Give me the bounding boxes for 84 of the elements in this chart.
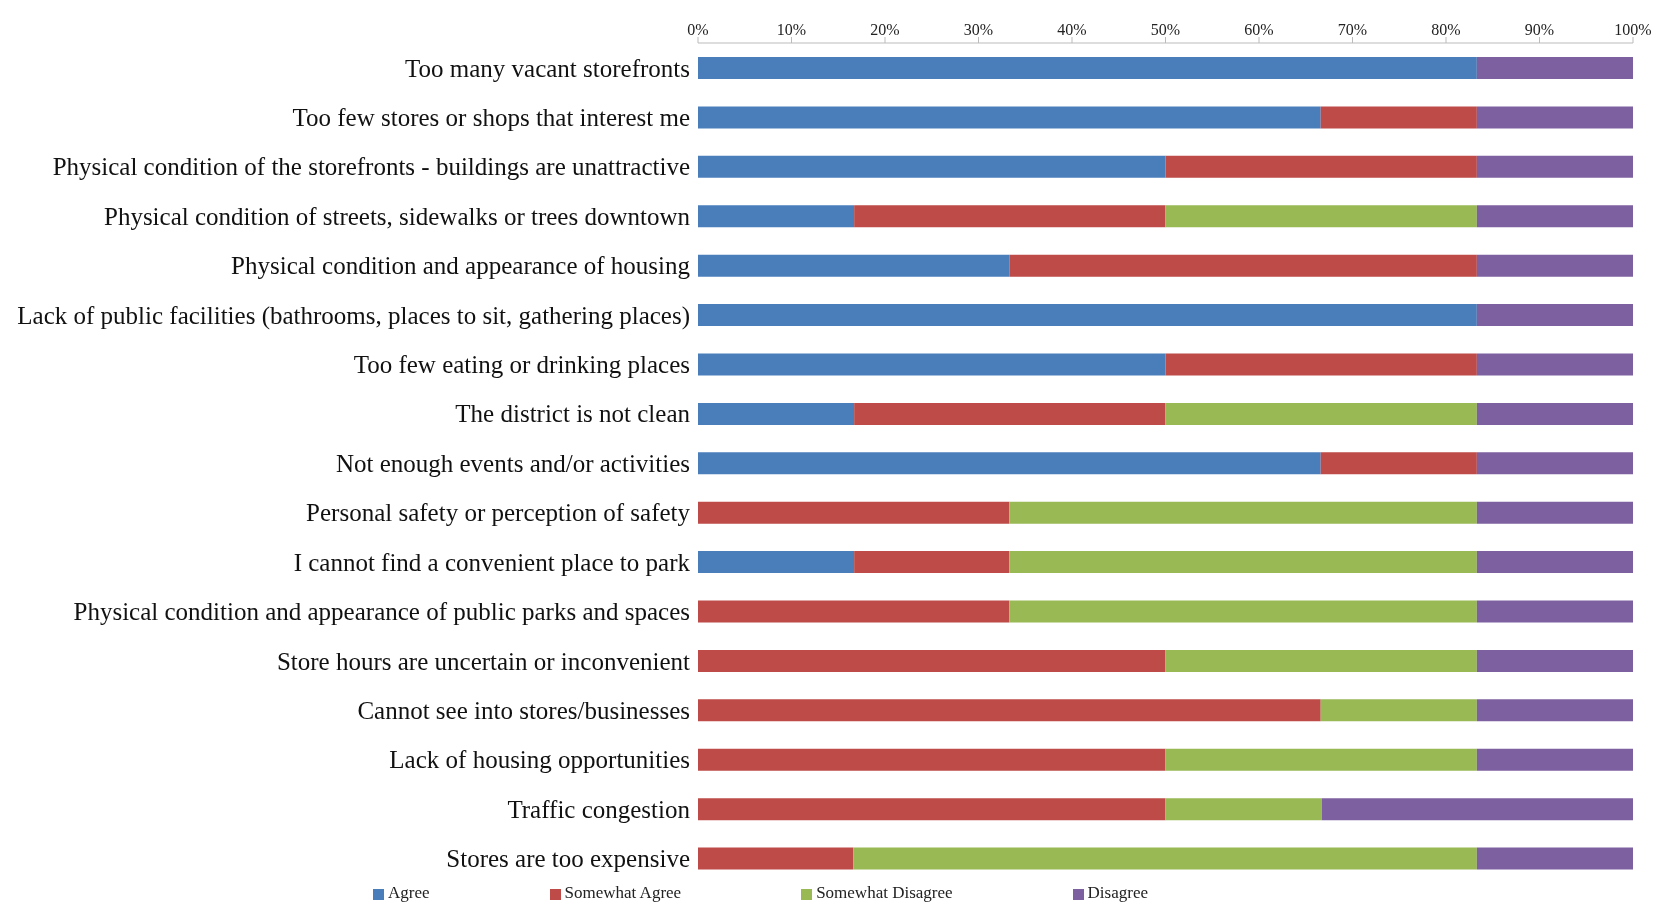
y-tick-label: Stores are too expensive bbox=[446, 845, 690, 873]
bar bbox=[853, 847, 1477, 870]
legend-label: Somewhat Disagree bbox=[816, 883, 953, 902]
bar bbox=[698, 748, 1166, 771]
y-tick-label: Not enough events and/or activities bbox=[335, 449, 690, 477]
y-tick-label: Store hours are uncertain or inconvenient bbox=[276, 647, 691, 675]
bar bbox=[698, 452, 1321, 475]
bar bbox=[698, 254, 1010, 277]
x-tick-label: 80% bbox=[1431, 21, 1461, 38]
bar bbox=[1476, 106, 1633, 129]
bar bbox=[1476, 600, 1633, 623]
bar bbox=[1476, 748, 1633, 771]
bar bbox=[1476, 155, 1633, 178]
bar bbox=[1165, 748, 1477, 771]
bar bbox=[698, 304, 1477, 327]
x-tick-label: 100% bbox=[1614, 21, 1652, 38]
y-tick-label: Too few eating or drinking places bbox=[353, 351, 690, 379]
x-tick-label: 30% bbox=[963, 21, 994, 38]
bar bbox=[698, 699, 1321, 722]
bar bbox=[1165, 155, 1477, 178]
bar bbox=[698, 649, 1166, 672]
x-tick-label: 10% bbox=[776, 21, 807, 38]
bar bbox=[1476, 402, 1633, 425]
bar bbox=[1476, 649, 1633, 672]
bar bbox=[698, 551, 855, 574]
bar bbox=[1321, 798, 1633, 821]
bar bbox=[698, 155, 1166, 178]
y-tick-label: Too few stores or shops that interest me bbox=[292, 103, 690, 131]
x-tick-label: 60% bbox=[1244, 21, 1274, 38]
bar bbox=[1320, 699, 1477, 722]
bar bbox=[1320, 106, 1477, 129]
bar bbox=[1476, 699, 1633, 722]
bar bbox=[854, 402, 1166, 425]
bar bbox=[1009, 600, 1477, 623]
y-tick-label: Physical condition and appearance of housing bbox=[231, 252, 691, 280]
bar bbox=[1165, 649, 1477, 672]
bar bbox=[1165, 402, 1477, 425]
bar bbox=[1320, 452, 1477, 475]
y-tick-label: Cannot see into stores/businesses bbox=[357, 696, 690, 724]
y-tick-label: Lack of housing opportunities bbox=[389, 746, 690, 774]
y-tick-label: Personal safety or perception of safety bbox=[306, 499, 691, 527]
bar bbox=[698, 57, 1477, 79]
bar bbox=[1009, 551, 1477, 574]
bar bbox=[854, 551, 1010, 574]
y-tick-label: Traffic congestion bbox=[507, 795, 691, 823]
y-tick-label: The district is not clean bbox=[455, 400, 691, 428]
y-tick-label: Physical condition of the storefronts - buildings are unattractive bbox=[52, 153, 690, 181]
bar bbox=[1476, 551, 1633, 574]
y-tick-label: Physical condition of streets, sidewalks or trees downtown bbox=[103, 202, 691, 230]
bar bbox=[698, 205, 855, 228]
bar bbox=[698, 600, 1010, 623]
legend-label: Agree bbox=[388, 883, 430, 902]
bar bbox=[1476, 254, 1633, 277]
bar bbox=[1476, 847, 1633, 870]
bar bbox=[1476, 501, 1633, 524]
y-tick-label: Too many vacant storefronts bbox=[405, 54, 690, 82]
x-tick-label: 40% bbox=[1057, 21, 1087, 38]
legend-label: Somewhat Agree bbox=[564, 883, 682, 902]
x-tick-label: 0% bbox=[687, 21, 709, 38]
bar bbox=[1476, 57, 1633, 79]
bar bbox=[1009, 254, 1477, 277]
bar bbox=[698, 353, 1166, 376]
bar bbox=[1476, 452, 1633, 475]
bar bbox=[1165, 205, 1477, 228]
x-tick-label: 90% bbox=[1524, 21, 1555, 38]
bar bbox=[1165, 798, 1322, 821]
bar bbox=[698, 106, 1321, 129]
y-tick-label: Lack of public facilities (bathrooms, places to sit, gathering places) bbox=[17, 301, 690, 330]
bar bbox=[1476, 353, 1633, 376]
bar bbox=[698, 402, 855, 425]
bar bbox=[1009, 501, 1477, 524]
bar bbox=[698, 501, 1010, 524]
bar bbox=[1476, 205, 1633, 228]
x-tick-label: 70% bbox=[1337, 21, 1368, 38]
y-tick-label: I cannot find a convenient place to park bbox=[293, 548, 691, 576]
bar bbox=[854, 205, 1166, 228]
bar bbox=[698, 798, 1166, 821]
bar bbox=[1165, 353, 1477, 376]
x-tick-label: 50% bbox=[1150, 21, 1181, 38]
x-tick-label: 20% bbox=[870, 21, 900, 38]
legend-label: Disagree bbox=[1087, 883, 1148, 902]
bar bbox=[698, 847, 854, 870]
bar bbox=[1476, 304, 1633, 327]
y-tick-label: Physical condition and appearance of public parks and spaces bbox=[73, 598, 690, 626]
